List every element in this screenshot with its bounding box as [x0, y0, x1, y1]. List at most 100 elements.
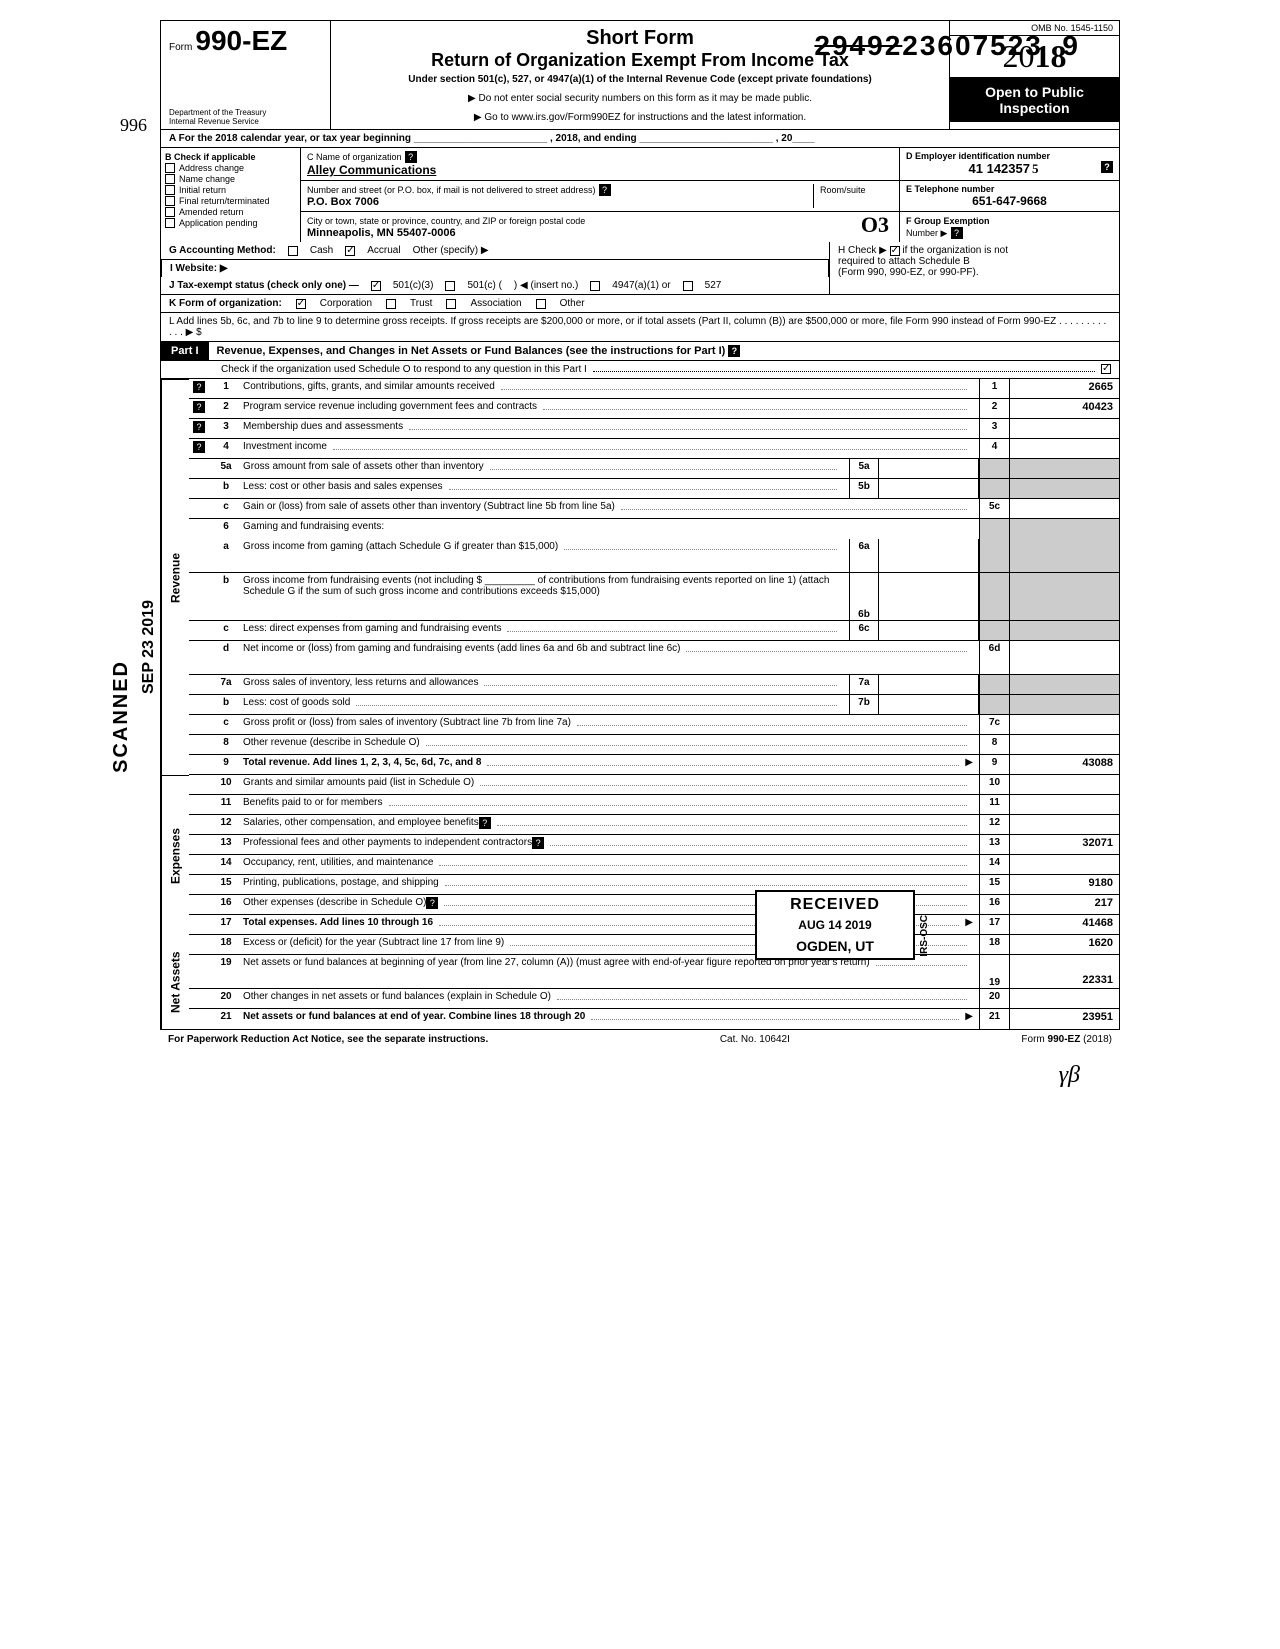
line-mnum: 5a [849, 459, 879, 478]
section-def: D Employer identification number 41 1423… [899, 148, 1119, 242]
checkbox-cash[interactable] [288, 246, 298, 256]
label-accrual: Accrual [367, 245, 400, 256]
instr-2: ▶ Go to www.irs.gov/Form990EZ for instru… [343, 112, 937, 123]
help-icon[interactable]: ? [728, 345, 740, 357]
received-loc: OGDEN, UT [767, 938, 903, 954]
line-val [1009, 815, 1119, 834]
line-val: 217 [1009, 895, 1119, 914]
line-num: b [209, 479, 243, 498]
label-initial-return: Initial return [179, 185, 226, 195]
line-rnum: 8 [979, 735, 1009, 754]
help-icon[interactable]: ? [599, 184, 611, 196]
side-label-netassets: Net Assets [161, 935, 189, 1029]
help-icon[interactable]: ? [532, 837, 544, 849]
line-num: 3 [209, 419, 243, 438]
label-other-org: Other [560, 298, 585, 309]
label-final-return: Final return/terminated [179, 196, 270, 206]
help-icon[interactable]: ? [479, 817, 491, 829]
label-4947: 4947(a)(1) or [612, 280, 670, 291]
checkbox-initial-return[interactable] [165, 185, 175, 195]
line-desc: Investment income [243, 441, 327, 452]
line-desc: Benefits paid to or for members [243, 797, 383, 808]
checkbox-trust[interactable] [386, 299, 396, 309]
value-ein: 41 142357 [969, 161, 1030, 176]
line-desc: Program service revenue including govern… [243, 401, 537, 412]
line-num: 14 [209, 855, 243, 874]
line-val [1009, 735, 1119, 754]
line-num: 2 [209, 399, 243, 418]
checkbox-accrual[interactable] [345, 246, 355, 256]
help-icon[interactable]: ? [193, 381, 205, 393]
checkbox-address-change[interactable] [165, 163, 175, 173]
line-num: 15 [209, 875, 243, 894]
line-rnum: 10 [979, 775, 1009, 794]
line-num: 18 [209, 935, 243, 954]
help-icon[interactable]: ? [405, 151, 417, 163]
label-527: 527 [705, 280, 722, 291]
checkbox-amended[interactable] [165, 207, 175, 217]
open-line-2: Inspection [954, 100, 1115, 116]
line-val: 22331 [1009, 955, 1119, 988]
help-icon[interactable]: ? [951, 227, 963, 239]
line-rnum: 1 [979, 379, 1009, 398]
line-mnum: 5b [849, 479, 879, 498]
row-i-website: I Website: ▶ [161, 260, 829, 277]
help-icon[interactable]: ? [1101, 161, 1113, 173]
line-val [1009, 775, 1119, 794]
label-cash: Cash [310, 245, 333, 256]
row-k: K Form of organization: Corporation Trus… [160, 295, 1120, 313]
h-text-2: if the organization is not [902, 245, 1008, 256]
checkbox-schedule-o[interactable] [1101, 364, 1111, 374]
line-desc: Gross income from gaming (attach Schedul… [243, 541, 558, 552]
help-icon[interactable]: ? [193, 441, 205, 453]
checkbox-other-org[interactable] [536, 299, 546, 309]
footer-right: Form 990-EZ (2018) [1021, 1034, 1112, 1045]
line-desc: Total revenue. Add lines 1, 2, 3, 4, 5c,… [243, 757, 481, 768]
checkbox-pending[interactable] [165, 218, 175, 228]
line-rnum: 14 [979, 855, 1009, 874]
line-num: 13 [209, 835, 243, 854]
checkbox-501c[interactable] [445, 281, 455, 291]
value-address: P.O. Box 7006 [307, 196, 379, 208]
line-rnum: 20 [979, 989, 1009, 1008]
cell-org-name: C Name of organization ? Alley Communica… [301, 148, 899, 181]
label-501c: 501(c) ( [467, 280, 501, 291]
label-trust: Trust [410, 298, 432, 309]
section-h: H Check ▶ if the organization is not req… [829, 242, 1119, 294]
checkbox-name-change[interactable] [165, 174, 175, 184]
checkbox-corp[interactable] [296, 299, 306, 309]
checkbox-501c3[interactable] [371, 281, 381, 291]
line-mnum: 6c [849, 621, 879, 640]
section-c: C Name of organization ? Alley Communica… [301, 148, 899, 242]
checkbox-4947[interactable] [590, 281, 600, 291]
label-room: Room/suite [820, 185, 866, 195]
help-icon[interactable]: ? [426, 897, 438, 909]
open-to-public: Open to Public Inspection [950, 78, 1119, 122]
checkbox-assoc[interactable] [446, 299, 456, 309]
checkbox-527[interactable] [683, 281, 693, 291]
line-rnum: 4 [979, 439, 1009, 458]
line-desc: Gain or (loss) from sale of assets other… [243, 501, 615, 512]
line-rnum: 18 [979, 935, 1009, 954]
stamp-top-number: 2949223607523 9 [814, 30, 1080, 62]
checkbox-h[interactable] [890, 246, 900, 256]
line-val: 2665 [1009, 379, 1119, 398]
line-num: 17 [209, 915, 243, 934]
label-g: G Accounting Method: [169, 245, 276, 256]
line-rnum: 7c [979, 715, 1009, 734]
line-desc: Occupancy, rent, utilities, and maintena… [243, 857, 433, 868]
help-icon[interactable]: ? [193, 421, 205, 433]
line-mnum: 7a [849, 675, 879, 694]
help-icon[interactable]: ? [193, 401, 205, 413]
handwritten-996: 996 [120, 115, 147, 136]
line-num: 10 [209, 775, 243, 794]
line-rnum: 19 [979, 955, 1009, 988]
checkbox-final-return[interactable] [165, 196, 175, 206]
line-rnum: 3 [979, 419, 1009, 438]
line-desc: Other changes in net assets or fund bala… [243, 991, 551, 1002]
label-ein: D Employer identification number [906, 151, 1113, 161]
line-rnum: 15 [979, 875, 1009, 894]
cell-e-phone: E Telephone number 651-647-9668 [900, 181, 1119, 212]
line-desc: Other expenses (describe in Schedule O) [243, 897, 426, 908]
received-title: RECEIVED [767, 896, 903, 914]
